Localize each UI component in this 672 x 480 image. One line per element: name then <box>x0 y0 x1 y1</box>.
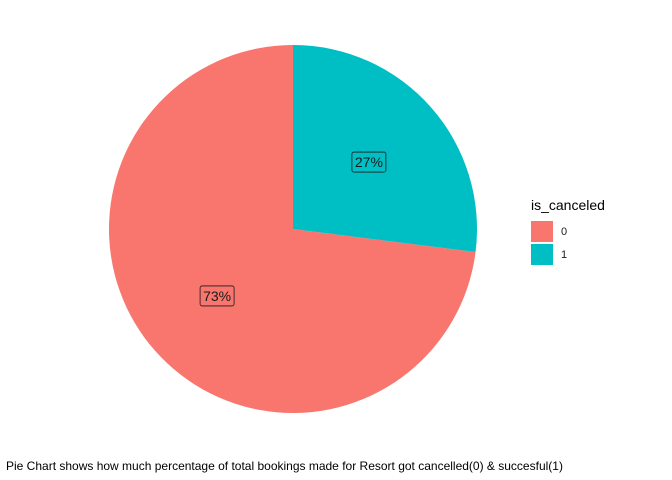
legend: is_canceled 0 1 <box>531 197 605 265</box>
pie-slice-1 <box>293 45 477 253</box>
chart-caption: Pie Chart shows how much percentage of t… <box>6 459 563 473</box>
slice-label-text: 73% <box>203 288 231 304</box>
pie-slice-0 <box>109 45 476 413</box>
legend-label: 1 <box>561 249 567 261</box>
slice-label-box <box>199 285 235 307</box>
legend-key <box>531 221 553 242</box>
slice-labels: 73% 27% <box>199 151 387 307</box>
legend-label: 0 <box>561 226 567 238</box>
legend-item-0: 0 <box>531 221 567 242</box>
slice-label-text: 27% <box>355 154 383 170</box>
legend-item-1: 1 <box>531 244 567 265</box>
pie-slices <box>109 45 477 413</box>
slice-label-box <box>351 151 387 173</box>
legend-title: is_canceled <box>531 197 605 213</box>
slice-label-0: 73% <box>199 285 235 307</box>
slice-label-1: 27% <box>351 151 387 173</box>
legend-key <box>531 244 553 265</box>
